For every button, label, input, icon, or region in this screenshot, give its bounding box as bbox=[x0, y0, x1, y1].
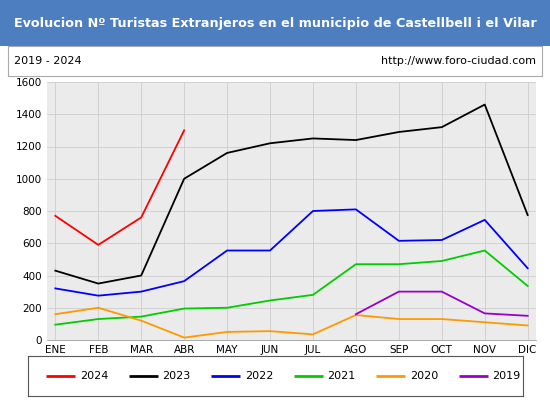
Text: http://www.foro-ciudad.com: http://www.foro-ciudad.com bbox=[381, 56, 536, 66]
Text: 2023: 2023 bbox=[162, 371, 191, 381]
Text: 2024: 2024 bbox=[80, 371, 108, 381]
Text: 2019: 2019 bbox=[492, 371, 521, 381]
Text: 2021: 2021 bbox=[327, 371, 356, 381]
Text: 2020: 2020 bbox=[410, 371, 438, 381]
Text: 2019 - 2024: 2019 - 2024 bbox=[14, 56, 81, 66]
Text: 2022: 2022 bbox=[245, 371, 273, 381]
Text: Evolucion Nº Turistas Extranjeros en el municipio de Castellbell i el Vilar: Evolucion Nº Turistas Extranjeros en el … bbox=[14, 16, 536, 30]
